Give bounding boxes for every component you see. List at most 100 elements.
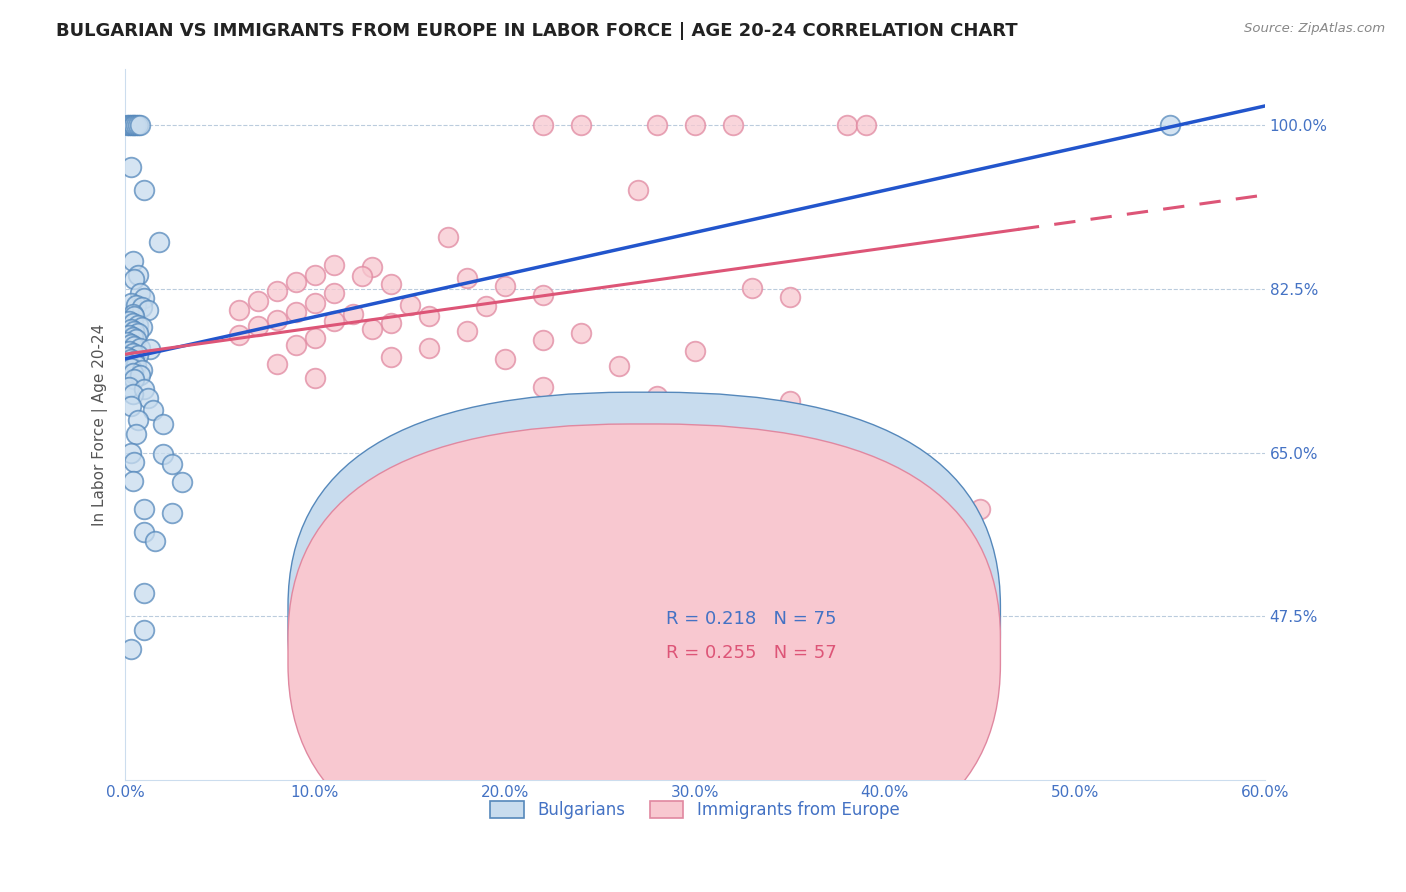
Point [323, 314, 346, 328]
Legend: Bulgarians, Immigrants from Europe: Bulgarians, Immigrants from Europe [484, 794, 905, 825]
Point [266, 312, 288, 326]
Point [399, 297, 422, 311]
Text: R = 0.218   N = 75: R = 0.218 N = 75 [666, 609, 837, 628]
Point [120, 295, 142, 310]
Point [118, 344, 141, 359]
Point [304, 331, 326, 345]
Point [494, 474, 516, 488]
Point [120, 445, 142, 459]
Point [118, 380, 141, 394]
Point [683, 118, 706, 132]
Point [136, 303, 159, 318]
Point [124, 118, 146, 132]
Point [645, 389, 668, 403]
Point [120, 351, 142, 366]
Point [121, 346, 143, 360]
Point [380, 316, 402, 330]
Point [456, 271, 478, 285]
Point [683, 492, 706, 507]
Point [115, 350, 138, 364]
Point [285, 305, 308, 319]
Point [531, 118, 554, 132]
Point [118, 328, 141, 343]
Point [456, 324, 478, 338]
Point [131, 320, 153, 334]
Point [835, 118, 858, 132]
Point [304, 268, 326, 282]
Point [118, 314, 141, 328]
Point [136, 391, 159, 405]
Point [121, 316, 143, 330]
Point [124, 455, 146, 469]
Point [132, 525, 155, 540]
Point [361, 322, 384, 336]
Point [127, 318, 149, 333]
Point [138, 343, 160, 357]
Point [125, 359, 148, 373]
Point [120, 160, 142, 174]
Point [124, 309, 146, 323]
Point [418, 309, 440, 323]
Point [607, 359, 630, 374]
Point [131, 301, 153, 315]
Point [361, 260, 384, 274]
Point [285, 275, 308, 289]
Point [148, 235, 170, 249]
Point [125, 426, 148, 441]
Point [127, 348, 149, 362]
Point [120, 337, 142, 351]
Point [132, 382, 155, 396]
Point [437, 230, 460, 244]
Point [125, 332, 148, 346]
Point [418, 445, 440, 459]
Point [121, 366, 143, 380]
Point [131, 363, 153, 377]
Text: BULGARIAN VS IMMIGRANTS FROM EUROPE IN LABOR FORCE | AGE 20-24 CORRELATION CHART: BULGARIAN VS IMMIGRANTS FROM EUROPE IN L… [56, 22, 1018, 40]
Y-axis label: In Labor Force | Age 20-24: In Labor Force | Age 20-24 [93, 323, 108, 525]
Point [120, 322, 142, 336]
Point [124, 272, 146, 286]
FancyBboxPatch shape [288, 424, 1001, 878]
Point [121, 307, 143, 321]
FancyBboxPatch shape [609, 595, 860, 677]
Point [121, 474, 143, 488]
Point [380, 277, 402, 291]
Point [125, 297, 148, 311]
Point [127, 118, 149, 132]
Point [121, 253, 143, 268]
Point [129, 368, 152, 382]
Point [170, 475, 193, 490]
Point [494, 278, 516, 293]
FancyBboxPatch shape [288, 392, 1001, 847]
Point [569, 118, 592, 132]
Point [721, 118, 744, 132]
Point [266, 285, 288, 299]
Point [115, 334, 138, 349]
Point [129, 341, 152, 355]
Point [380, 350, 402, 364]
Point [683, 344, 706, 359]
Point [142, 403, 165, 417]
Text: ZIP: ZIP [454, 434, 650, 530]
Point [132, 291, 155, 305]
Point [304, 295, 326, 310]
Point [418, 341, 440, 355]
Point [741, 281, 763, 295]
Point [152, 447, 174, 461]
Point [1159, 118, 1181, 132]
Point [120, 399, 142, 413]
Point [118, 357, 141, 371]
Text: atlas: atlas [650, 433, 891, 530]
Point [446, 447, 468, 461]
Text: R = 0.255   N = 57: R = 0.255 N = 57 [666, 644, 837, 662]
Point [304, 370, 326, 384]
Point [118, 118, 141, 132]
Point [323, 286, 346, 301]
Point [127, 413, 149, 427]
Point [228, 303, 250, 318]
Point [120, 118, 142, 132]
Point [129, 118, 152, 132]
Point [246, 319, 269, 334]
Point [124, 353, 146, 368]
Point [120, 361, 142, 376]
